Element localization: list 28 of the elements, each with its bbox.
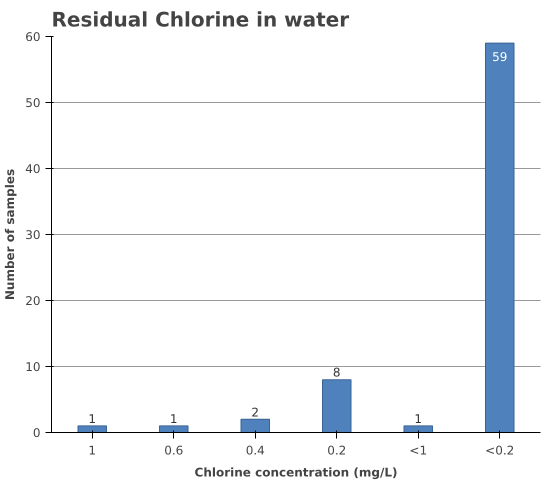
bar [403, 425, 434, 432]
y-tick-label: 20 [25, 294, 41, 308]
x-tick-label: 0.6 [164, 444, 184, 458]
bar [77, 425, 108, 432]
y-axis-title: Number of samples [3, 168, 18, 300]
x-axis-title: Chlorine concentration (mg/L) [194, 466, 398, 480]
y-tick-label: 50 [25, 96, 41, 110]
chart-title: Residual Chlorine in water [52, 8, 350, 32]
bar [322, 379, 352, 432]
x-tick-label: 1 [88, 444, 96, 458]
x-tick-label: 0.4 [246, 444, 265, 458]
bar [240, 418, 270, 432]
x-tick-label: <0.2 [485, 444, 514, 458]
data-label: 1 [170, 412, 178, 426]
data-label: 1 [414, 412, 422, 426]
x-tick-label: 0.2 [327, 444, 346, 458]
y-tick-label: 0 [32, 426, 41, 440]
y-tick-label: 10 [25, 360, 41, 374]
bar [484, 42, 515, 432]
data-label: 8 [332, 366, 341, 380]
bar [158, 425, 189, 432]
data-label: 2 [251, 405, 260, 420]
data-label: 1 [88, 412, 96, 426]
data-label: 59 [492, 50, 508, 64]
x-tick-label: <1 [409, 444, 428, 458]
y-tick-label: 40 [25, 162, 41, 176]
y-tick-label: 60 [25, 30, 41, 44]
y-tick-label: 30 [25, 228, 41, 242]
